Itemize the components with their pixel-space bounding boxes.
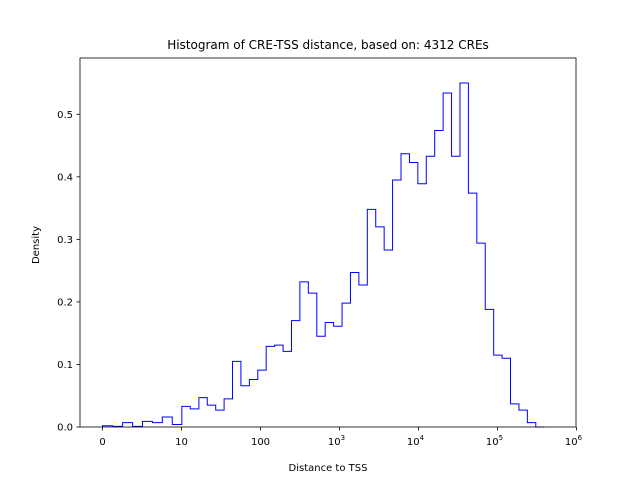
histogram-outline <box>102 82 545 428</box>
x-tick-exponent: 3 <box>341 434 345 442</box>
x-tick-label: 105 <box>486 434 503 448</box>
x-tick-exponent: 6 <box>578 434 583 442</box>
x-tick-exponent: 5 <box>499 434 503 442</box>
x-tick-label: 0 <box>99 437 105 448</box>
x-tick-label: 10 <box>175 437 188 448</box>
y-tick-label: 0.5 <box>57 110 73 121</box>
x-tick-label: 104 <box>407 434 425 448</box>
y-tick-label: 0.2 <box>57 297 73 308</box>
x-tick-label: 100 <box>251 437 270 448</box>
y-tick-label: 0.0 <box>57 423 73 434</box>
y-tick-label: 0.3 <box>57 235 73 246</box>
y-axis-label: Density <box>31 226 42 264</box>
y-axis: 0.0 0.1 0.2 0.3 0.4 0.5 <box>57 110 80 434</box>
plot-area <box>102 82 545 428</box>
x-tick-label: 103 <box>328 434 345 448</box>
plot-frame <box>79 57 577 428</box>
x-tick-exponent: 4 <box>420 434 425 442</box>
y-tick-label: 0.4 <box>57 172 73 183</box>
chart-title: Histogram of CRE-TSS distance, based on:… <box>167 38 489 52</box>
x-axis-label: Distance to TSS <box>289 463 368 474</box>
y-tick-label: 0.1 <box>57 360 73 371</box>
x-axis: 0 10 100 103 104 105 106 <box>99 427 583 448</box>
x-tick-label: 106 <box>565 434 583 448</box>
